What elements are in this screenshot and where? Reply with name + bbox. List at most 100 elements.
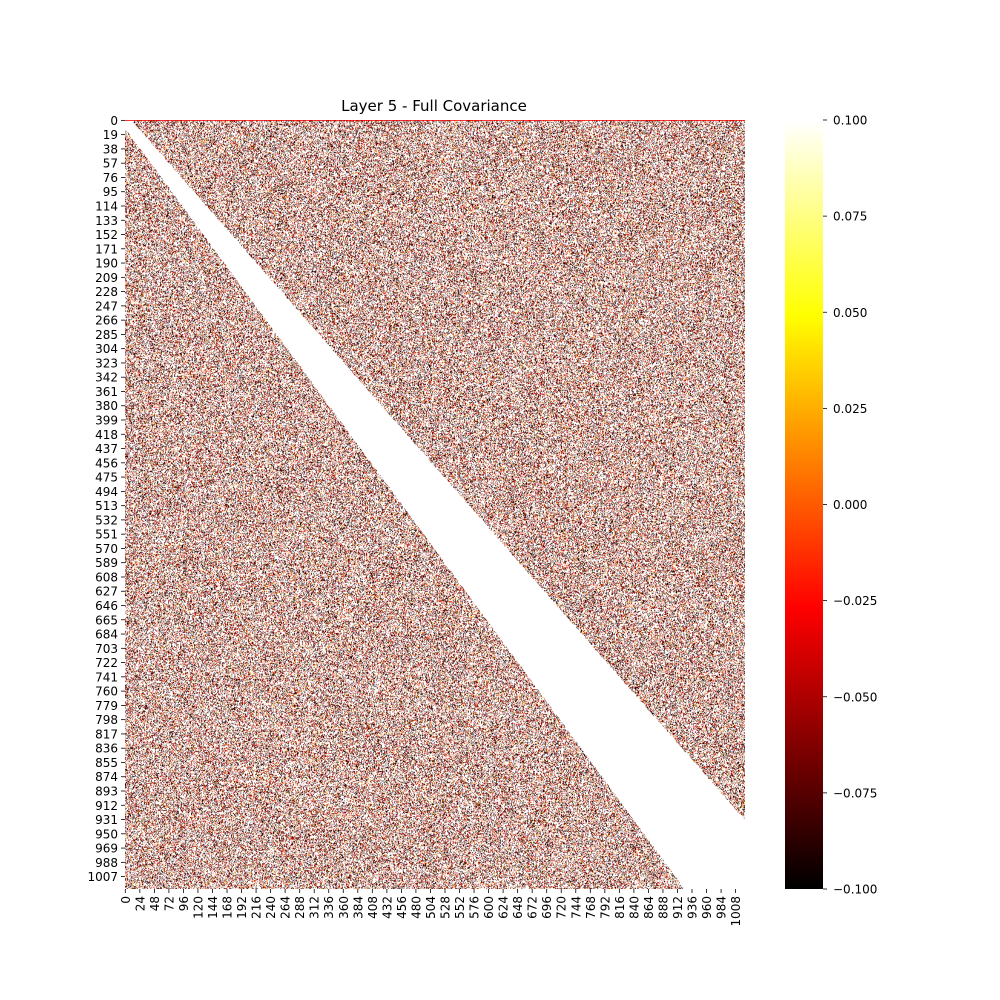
y-tick-label: 247 [95, 299, 118, 313]
x-tick-label: 120 [191, 896, 205, 919]
colorbar: −0.100 −0.075 −0.050 −0.025 0.000 0.025 0.050 0… [785, 114, 877, 897]
y-tick-label: 437 [95, 442, 118, 456]
y-tick-label: 0 [110, 114, 118, 128]
x-tick-label: 432 [380, 896, 394, 919]
y-tick-label: 323 [95, 356, 118, 370]
y-tick-label: 931 [95, 813, 118, 827]
colorbar-tick-label: 0.025 [833, 402, 867, 416]
y-tick-label: 380 [95, 399, 118, 413]
y-tick-label: 266 [95, 314, 118, 328]
colorbar-ticks: −0.100 −0.075 −0.050 −0.025 0.000 0.025 0.050 0… [823, 114, 877, 897]
x-tick-label: 600 [482, 896, 496, 919]
colorbar-gradient [785, 120, 823, 889]
y-tick-label: 475 [95, 471, 118, 485]
x-tick-label: 1008 [729, 896, 743, 927]
x-tick-label: 816 [613, 896, 627, 919]
y-tick-label: 779 [95, 699, 118, 713]
colorbar-tick-label: 0.100 [833, 114, 867, 128]
y-tick-label: 114 [95, 199, 118, 213]
y-tick-label: 817 [95, 727, 118, 741]
y-tick-label: 893 [95, 784, 118, 798]
x-tick-label: 936 [686, 896, 700, 919]
x-tick-label: 672 [526, 896, 540, 919]
y-tick-label: 988 [95, 856, 118, 870]
y-tick-label: 190 [95, 257, 118, 271]
y-tick-label: 855 [95, 756, 118, 770]
y-tick-label: 285 [95, 328, 118, 342]
x-tick-label: 576 [468, 896, 482, 919]
y-tick-label: 133 [95, 214, 118, 228]
y-tick-label: 570 [95, 542, 118, 556]
y-tick-label: 722 [95, 656, 118, 670]
x-tick-label: 288 [293, 896, 307, 919]
x-tick-label: 24 [133, 896, 147, 911]
y-tick-label: 209 [95, 271, 118, 285]
x-tick-label: 336 [322, 896, 336, 919]
y-tick-label: 836 [95, 742, 118, 756]
y-tick-label: 228 [95, 285, 118, 299]
x-tick-label: 888 [656, 896, 670, 919]
colorbar-tick-label: −0.075 [833, 786, 877, 800]
y-tick-label: 760 [95, 685, 118, 699]
y-tick-label: 513 [95, 499, 118, 513]
x-tick-label: 216 [250, 896, 264, 919]
y-tick-label: 418 [95, 428, 118, 442]
y-tick-label: 684 [95, 628, 118, 642]
x-tick-label: 768 [584, 896, 598, 919]
x-tick-label: 864 [642, 896, 656, 919]
heatmap-cells [125, 120, 745, 889]
y-tick-label: 551 [95, 528, 118, 542]
y-tick-label: 627 [95, 585, 118, 599]
y-tick-label: 95 [103, 185, 118, 199]
chart-title: Layer 5 - Full Covariance [341, 97, 527, 115]
colorbar-tick-label: 0.000 [833, 498, 867, 512]
y-tick-label: 608 [95, 570, 118, 584]
x-tick-label: 240 [264, 896, 278, 919]
x-tick-label: 168 [221, 896, 235, 919]
x-tick-label: 528 [438, 896, 452, 919]
colorbar-tick-label: 0.075 [833, 210, 867, 224]
y-tick-label: 532 [95, 513, 118, 527]
x-tick-label: 696 [540, 896, 554, 919]
x-tick-label: 96 [177, 896, 191, 911]
colorbar-tick-label: −0.050 [833, 690, 877, 704]
y-tick-label: 171 [95, 242, 118, 256]
x-tick-label: 984 [715, 896, 729, 919]
x-tick-label: 480 [409, 896, 423, 919]
x-tick-label: 384 [351, 896, 365, 919]
y-tick-label: 152 [95, 228, 118, 242]
y-tick-label: 874 [95, 770, 118, 784]
x-tick-label: 720 [555, 896, 569, 919]
heatmap-plot-area [125, 120, 745, 889]
y-tick-label: 494 [95, 485, 118, 499]
y-tick-label: 456 [95, 456, 118, 470]
x-tick-label: 744 [569, 896, 583, 919]
y-tick-label: 950 [95, 827, 118, 841]
x-tick-label: 912 [671, 896, 685, 919]
x-tick-label: 312 [308, 896, 322, 919]
y-tick-label: 342 [95, 371, 118, 385]
y-axis: 0193857769511413315217119020922824726628… [87, 114, 125, 884]
x-tick-label: 72 [162, 896, 176, 911]
y-tick-label: 703 [95, 642, 118, 656]
y-tick-label: 912 [95, 799, 118, 813]
x-tick-label: 408 [366, 896, 380, 919]
x-tick-label: 360 [337, 896, 351, 919]
y-tick-label: 589 [95, 556, 118, 570]
x-tick-label: 48 [148, 896, 162, 911]
y-tick-label: 19 [103, 128, 118, 142]
x-tick-label: 192 [235, 896, 249, 919]
y-tick-label: 304 [95, 342, 118, 356]
y-tick-label: 399 [95, 414, 118, 428]
x-tick-label: 552 [453, 896, 467, 919]
x-tick-label: 144 [206, 896, 220, 919]
y-tick-label: 969 [95, 842, 118, 856]
x-axis: 0 24 48 72 96 120 144 168 192 216 240 264 288 312 336 3… [119, 889, 743, 927]
x-tick-label: 264 [279, 896, 293, 919]
y-tick-label: 646 [95, 599, 118, 613]
x-tick-label: 960 [700, 896, 714, 919]
x-tick-label: 504 [424, 896, 438, 919]
y-tick-label: 1007 [87, 870, 118, 884]
x-tick-label: 792 [598, 896, 612, 919]
